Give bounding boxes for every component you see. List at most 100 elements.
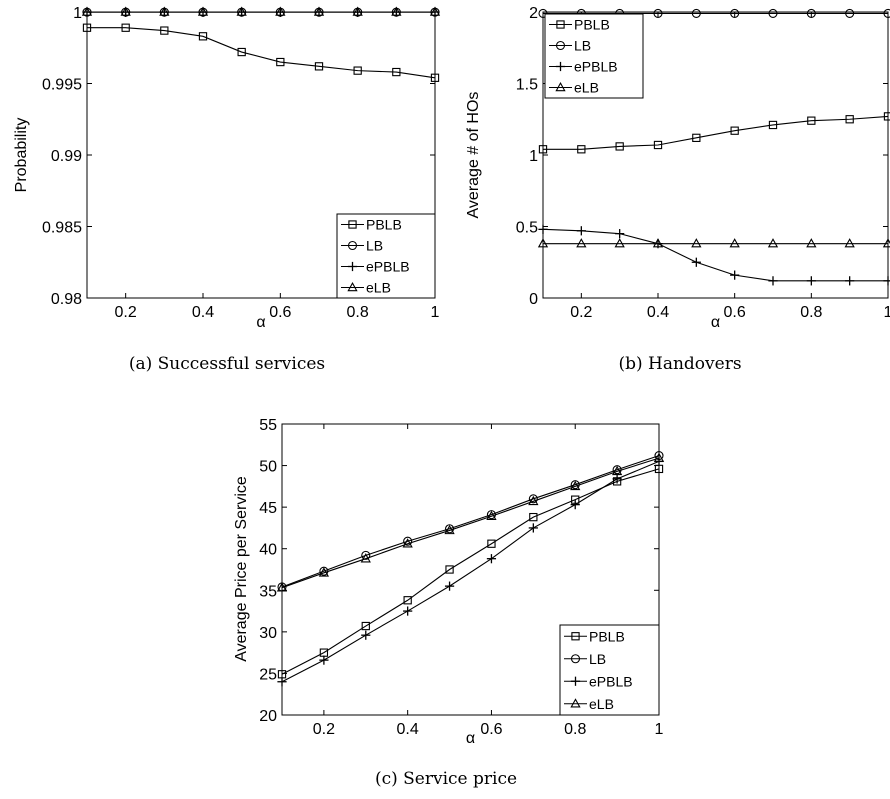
legend-marker [347,281,358,292]
x-tick-label: 0.4 [397,721,419,738]
data-point-pblb [692,133,701,142]
data-point-lb [845,8,855,18]
y-tick-label: 0.985 [42,220,82,237]
chart-handovers: 0.2 0.4 0.6 0.8 1 0 0.5 1 1.5 2 α Average # of HOs P… [465,5,890,374]
data-point-epblb [615,229,625,239]
y-axis-label: Average Price per Service [233,476,250,662]
data-point-epblb [612,474,622,484]
data-point-epblb [691,257,701,267]
y-tick-label: 35 [259,583,277,600]
data-point-epblb [806,276,816,286]
series-line-elb [281,457,660,589]
axes-frame [281,423,660,716]
legend-item-pblb: PBLB [564,628,625,644]
legend-item-epblb: ePBLB [341,259,410,275]
data-point-elb [486,510,497,521]
data-point-pblb [392,67,401,77]
legend-label: eLB [366,280,391,296]
data-point-elb [318,567,330,577]
data-point-elb [444,524,455,535]
legend-marker [570,676,581,686]
data-point-pblb [615,142,624,151]
data-point-elb [652,238,664,248]
data-point-pblb [845,115,854,124]
x-tick-label: 0.8 [564,721,586,738]
y-tick-label: 0.5 [516,220,538,237]
legend-label: ePBLB [366,259,410,275]
data-point-pblb [121,23,130,32]
legend-marker [347,261,358,272]
legend-label: LB [589,651,606,667]
legend-label: PBLB [574,17,610,33]
legend: PBLB LB ePBLB eLB [559,624,660,716]
series-line-pblb [87,27,436,79]
data-point-elb [882,238,890,248]
x-tick-label: 0.6 [480,721,502,738]
data-point-epblb [570,500,580,510]
x-tick-label: 0.2 [115,304,137,321]
data-point-elb [614,238,625,248]
data-point-epblb [528,523,538,533]
data-point-elb [313,6,325,16]
data-point-pblb [160,26,169,35]
legend-label: eLB [574,80,599,96]
data-point-pblb [807,116,816,125]
data-point-elb [576,238,587,248]
data-point-lb [768,8,778,18]
data-point-pblb [768,120,778,130]
data-point-lb [528,494,538,504]
data-point-lb [691,8,701,18]
y-tick-label: 1 [529,148,538,165]
series-line-lb [281,455,660,588]
x-tick-label: 0.4 [647,304,669,321]
x-tick-label: 1 [655,721,664,738]
legend-label: ePBLB [574,59,618,75]
x-tick-label: 1 [884,304,890,321]
legend-item-elb: eLB [341,280,391,296]
legend-marker [555,81,566,92]
legend-marker [348,220,357,229]
data-point-pblb [198,32,208,41]
data-point-lb [653,8,663,18]
data-point-lb [361,550,371,560]
chart-successful-services: 0.2 0.4 0.6 0.8 1 0.98 0.985 0.99 0.995 1 α Probabi… [13,5,441,374]
legend-item-epblb: ePBLB [549,59,618,75]
legend-item-lb: LB [549,38,591,54]
data-point-elb [391,6,402,16]
legend-item-pblb: PBLB [549,17,610,33]
data-point-epblb [576,226,586,236]
legend-marker [570,698,581,708]
data-point-lb [403,536,413,546]
legend-item-lb: LB [564,651,606,667]
data-point-lb [730,8,740,18]
data-point-elb [844,238,855,248]
y-tick-label: 1.5 [516,77,538,94]
legend-item-epblb: ePBLB [564,673,633,689]
x-tick-label: 0.2 [570,304,592,321]
y-tick-label: 0.995 [42,77,82,94]
data-point-epblb [403,606,413,616]
data-point-elb [236,6,247,16]
series-line-epblb [542,228,888,282]
data-point-elb [729,238,740,248]
data-point-elb [806,238,817,248]
data-point-elb [570,480,581,491]
x-tick-label: 0.6 [724,304,746,321]
data-point-pblb [730,126,739,135]
data-point-pblb [403,596,412,605]
series-line-pblb [281,468,660,675]
legend-label: ePBLB [589,673,633,689]
plot-area [276,451,665,687]
legend-item-elb: eLB [549,80,599,96]
y-tick-label: 50 [259,459,277,476]
legend-label: PBLB [366,217,402,233]
legend-marker [555,61,566,72]
y-tick-label: 0.98 [51,291,82,308]
data-point-lb [806,8,816,18]
data-point-pblb [577,145,586,154]
data-point-pblb [361,621,370,631]
series-line-epblb [281,460,660,683]
legend: PBLB LB ePBLB eLB [544,13,644,99]
legend-item-pblb: PBLB [341,217,402,233]
